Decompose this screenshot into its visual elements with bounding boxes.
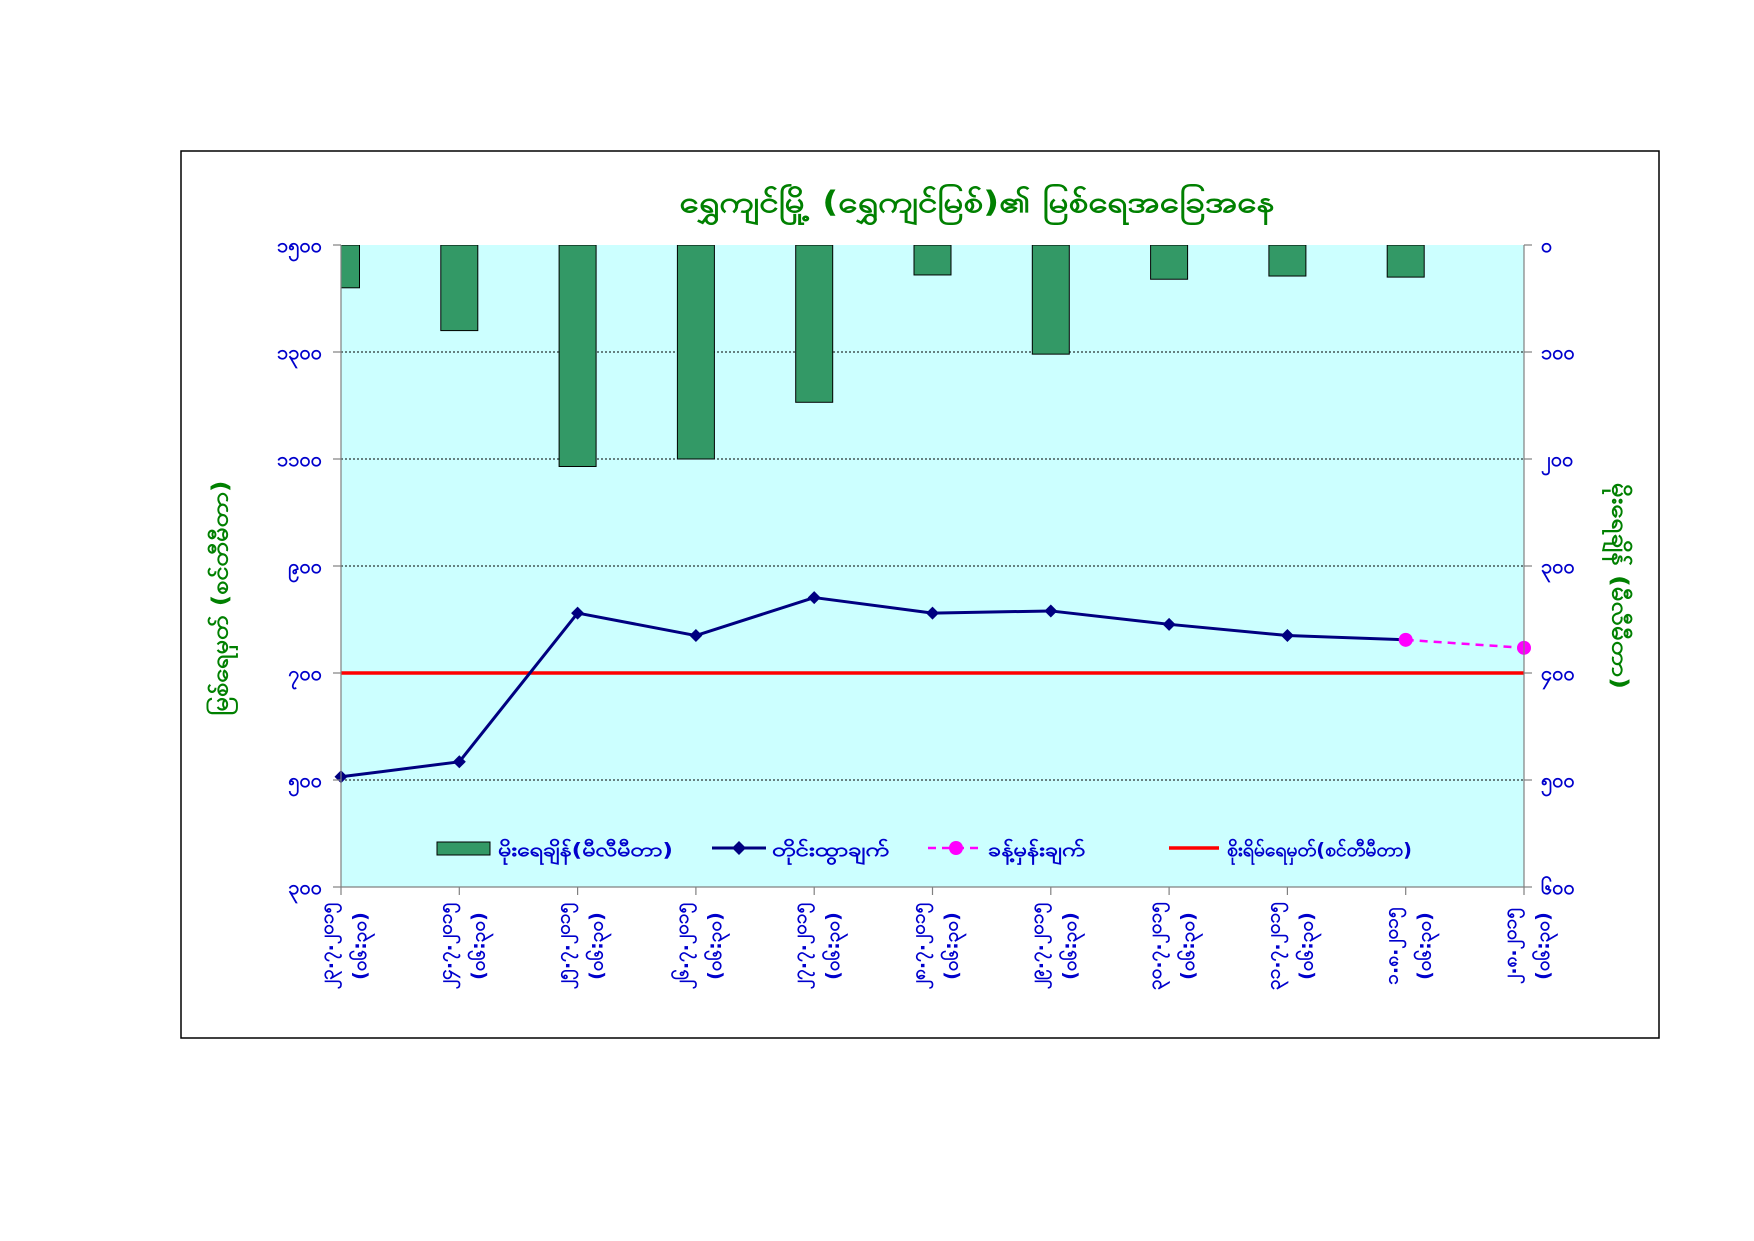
rainfall-bar [341,245,360,289]
left-tick-label: ၁၁၀၀ [277,447,322,471]
observed-diamond-marker [807,591,821,605]
observed-line [340,596,1406,779]
rainfall-bars [341,245,1425,467]
observed-diamond-marker [452,755,466,769]
observed-diamond-marker [1044,604,1058,618]
rainfall-bar [913,245,952,276]
forecast-line [1405,638,1525,650]
rainfall-bar [1031,245,1070,355]
observed-diamond-marker [571,606,585,620]
forecast-circle-marker [1398,632,1413,647]
rainfall-bar [558,245,597,467]
right-tick-label: ၁၀၀ [1541,340,1575,364]
left-axis-title: မြစ်ရေမှတ် (စင်တီမီတာ) [206,481,239,716]
right-tick-label: ၀ [1541,233,1552,257]
rainfall-bar [676,245,715,460]
rainfall-bar [1150,245,1189,280]
rainfall-bar [1386,245,1425,278]
legend-swatch-rainfall [436,841,491,856]
observed-diamond-marker [1280,629,1294,643]
rainfall-bar [1268,245,1307,277]
legend-circle-marker [949,841,963,855]
rainfall-bar [440,245,479,332]
rainfall-bar [795,245,834,403]
right-axis-title: မိုးရေချိန် (မီလီမီတာ) [1602,483,1634,689]
observed-diamond-marker [1162,617,1176,631]
right-tick-label: ၆၀၀ [1541,875,1575,899]
observed-diamond-marker [926,606,939,620]
observed-diamond-marker [689,629,703,643]
legend-diamond-marker [732,841,746,855]
